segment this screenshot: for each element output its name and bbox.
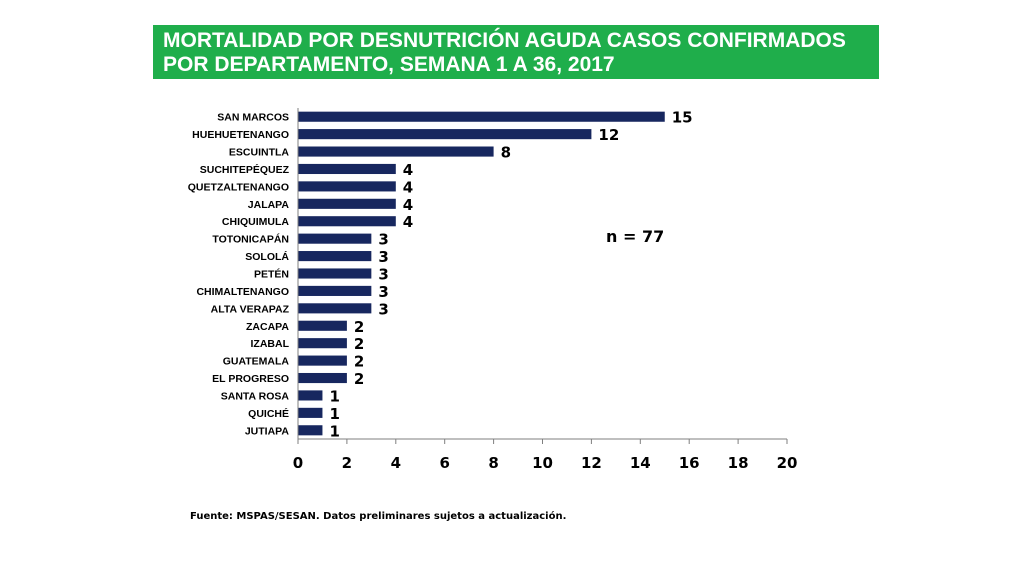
chart-title-line-1: MORTALIDAD POR DESNUTRICIÓN AGUDA CASOS …: [163, 29, 846, 52]
x-tick-label-4: 4: [391, 454, 401, 472]
axes: 0 2 4 6 8 10 12 14 16 18 20: [293, 108, 798, 472]
bar-huehuetenango: [298, 129, 592, 140]
bar-izabal: [298, 338, 347, 349]
bars: [298, 111, 665, 436]
value-label-san-marcos: 15: [672, 109, 693, 127]
value-label-escuintla: 8: [501, 144, 511, 162]
category-label-santa-rosa: SANTA ROSA: [221, 390, 290, 402]
source-note: Fuente: MSPAS/SESAN. Datos preliminares …: [190, 511, 567, 522]
value-label-santa-rosa: 1: [329, 387, 339, 405]
category-label-quetzaltenango: QUETZALTENANGO: [188, 181, 289, 193]
value-label-zacapa: 2: [354, 318, 364, 336]
value-label-chimaltenango: 3: [378, 283, 388, 301]
x-tick-label-14: 14: [630, 454, 651, 472]
value-label-izabal: 2: [354, 335, 364, 353]
category-label-jutiapa: JUTIAPA: [245, 425, 290, 437]
bar-totonicapan: [298, 233, 372, 244]
value-label-chiquimula: 4: [403, 213, 413, 231]
bar-jutiapa: [298, 425, 323, 436]
category-label-zacapa: ZACAPA: [246, 321, 289, 333]
sample-size-annotation: n = 77: [606, 227, 664, 246]
category-label-solola: SOLOLÁ: [245, 250, 289, 263]
bar-suchitepequez: [298, 163, 396, 175]
x-tick-label-0: 0: [293, 454, 303, 472]
value-label-jalapa: 4: [403, 196, 413, 214]
category-label-escuintla: ESCUINTLA: [229, 147, 290, 159]
value-label-totonicapan: 3: [378, 231, 388, 249]
bar-solola: [298, 251, 372, 262]
category-label-huehuetenango: HUEHUETENANGO: [192, 129, 289, 141]
value-label-el-progreso: 2: [354, 370, 364, 388]
category-label-chimaltenango: CHIMALTENANGO: [196, 286, 289, 298]
chart-title: MORTALIDAD POR DESNUTRICIÓN AGUDA CASOS …: [153, 25, 879, 79]
x-tick-label-8: 8: [488, 454, 498, 472]
bar-guatemala: [298, 355, 347, 366]
category-label-chiquimula: CHIQUIMULA: [222, 216, 289, 228]
category-label-san-marcos: SAN MARCOS: [217, 112, 289, 124]
value-label-alta-verapaz: 3: [378, 300, 388, 318]
value-label-suchitepequez: 4: [403, 161, 413, 179]
x-tick-label-18: 18: [728, 454, 749, 472]
value-label-jutiapa: 1: [329, 422, 339, 440]
bar-san-marcos: [298, 111, 665, 122]
category-label-izabal: IZABAL: [251, 338, 290, 350]
category-label-el-progreso: EL PROGRESO: [212, 373, 289, 385]
x-tick-label-6: 6: [439, 454, 449, 472]
chart-title-line-2: POR DEPARTAMENTO, SEMANA 1 A 36, 2017: [163, 53, 615, 76]
bar-zacapa: [298, 320, 347, 331]
category-label-alta-verapaz: ALTA VERAPAZ: [211, 303, 290, 315]
category-label-totonicapan: TOTONICAPÁN: [212, 233, 289, 246]
bar-quetzaltenango: [298, 181, 396, 192]
category-label-guatemala: GUATEMALA: [223, 356, 290, 368]
value-label-huehuetenango: 12: [598, 126, 619, 144]
bar-jalapa: [298, 198, 396, 209]
bar-peten: [298, 268, 372, 279]
bar-santa-rosa: [298, 390, 323, 401]
value-label-guatemala: 2: [354, 353, 364, 371]
bar-alta-verapaz: [298, 303, 372, 314]
x-tick-label-12: 12: [581, 454, 602, 472]
x-tick-label-16: 16: [679, 454, 700, 472]
x-tick-label-2: 2: [342, 454, 352, 472]
value-label-quiche: 1: [329, 405, 339, 423]
bar-chiquimula: [298, 216, 396, 227]
value-label-solola: 3: [378, 248, 388, 266]
category-labels: SAN MARCOS HUEHUETENANGO ESCUINTLA SUCHITEP…: [188, 112, 290, 438]
x-tick-label-20: 20: [777, 454, 798, 472]
category-label-quiche: QUICHÉ: [248, 407, 289, 420]
value-label-peten: 3: [378, 266, 388, 284]
bar-quiche: [298, 407, 323, 418]
bar-el-progreso: [298, 372, 347, 384]
category-label-peten: PETÉN: [254, 268, 289, 281]
x-tick-label-10: 10: [532, 454, 553, 472]
category-label-suchitepequez: SUCHITEPÉQUEZ: [200, 163, 290, 176]
category-label-jalapa: JALAPA: [248, 199, 290, 211]
bar-chimaltenango: [298, 285, 372, 296]
bar-escuintla: [298, 146, 494, 157]
value-label-quetzaltenango: 4: [403, 178, 413, 196]
